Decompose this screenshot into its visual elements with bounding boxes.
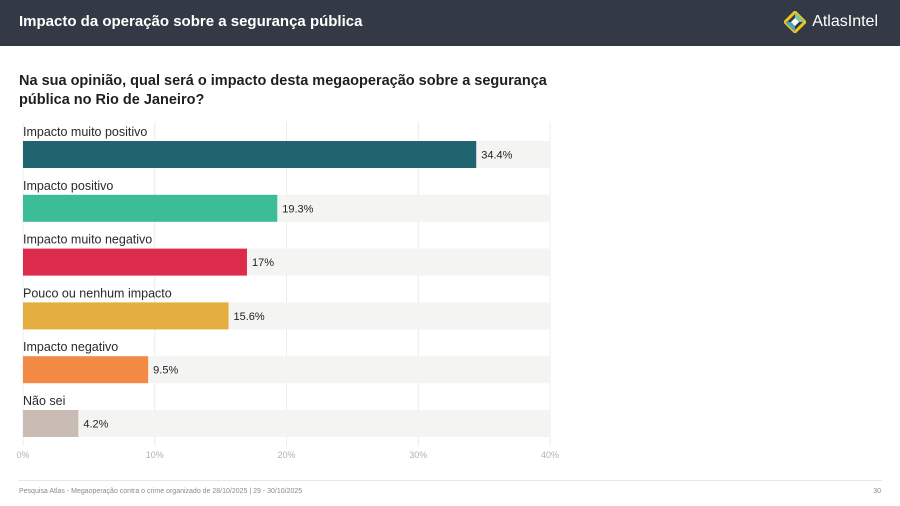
brand: AtlasIntel	[784, 11, 878, 33]
category-label: Impacto muito positivo	[23, 125, 147, 139]
category-label: Impacto positivo	[23, 179, 113, 193]
category-label: Pouco ou nenhum impacto	[23, 286, 172, 300]
data-label: 15.6%	[234, 311, 265, 323]
x-tick-label: 30%	[409, 450, 427, 460]
bar	[23, 248, 247, 276]
brand-name: AtlasIntel	[812, 13, 878, 30]
atlasintel-logo-icon	[784, 11, 807, 33]
footer-source: Pesquisa Atlas - Megaoperação contra o c…	[19, 488, 303, 495]
category-label: Não sei	[23, 394, 65, 408]
bar	[23, 302, 229, 330]
bar	[23, 194, 278, 222]
category-label: Impacto negativo	[23, 340, 118, 354]
bar-chart: Impacto muito positivo 34.4% Impacto posit…	[16, 122, 559, 460]
data-label: 4.2%	[83, 419, 108, 431]
bar	[23, 356, 149, 384]
page-number: 30	[873, 488, 881, 495]
header-bar: Impacto da operação sobre a segurança pú…	[0, 0, 900, 46]
data-label: 9.5%	[153, 365, 178, 377]
page-title: Impacto da operação sobre a segurança pú…	[19, 13, 363, 30]
data-label: 19.3%	[282, 203, 313, 215]
data-label: 17%	[252, 257, 274, 269]
bar	[23, 410, 79, 437]
category-label: Impacto muito negativo	[23, 233, 152, 247]
x-tick-label: 20%	[277, 450, 295, 460]
data-label: 34.4%	[481, 150, 512, 162]
x-tick-label: 10%	[146, 450, 164, 460]
x-tick-label: 0%	[16, 450, 29, 460]
bar-track	[23, 410, 550, 437]
survey-question: Na sua opinião, qual será o impacto dest…	[19, 73, 547, 108]
footer-divider	[18, 480, 882, 481]
x-tick-label: 40%	[541, 450, 559, 460]
bar	[23, 141, 477, 168]
